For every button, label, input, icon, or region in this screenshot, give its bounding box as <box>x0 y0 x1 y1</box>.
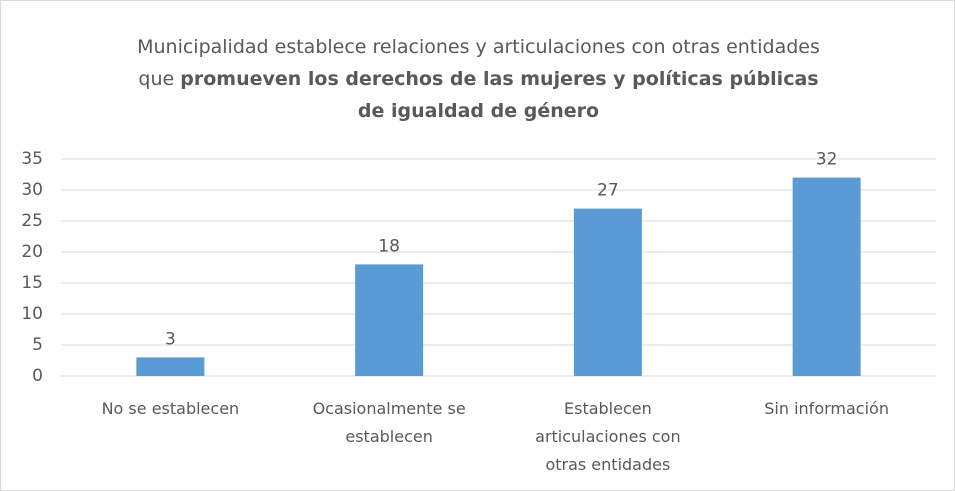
bar <box>792 177 861 376</box>
y-tick-label: 30 <box>21 180 43 200</box>
y-tick-label: 20 <box>21 242 43 262</box>
data-label: 27 <box>597 181 619 201</box>
title-bold-part: promueven los derechos de las mujeres y … <box>180 68 819 122</box>
x-tick-label: No se establecen <box>101 399 240 418</box>
title-part: Municipalidad establece relaciones y art… <box>137 36 820 90</box>
data-label: 3 <box>165 329 176 349</box>
bar <box>573 208 642 376</box>
y-tick-label: 25 <box>21 211 43 231</box>
y-tick-label: 35 <box>21 149 43 169</box>
y-tick-label: 5 <box>32 335 43 355</box>
y-tick-label: 10 <box>21 304 43 324</box>
x-tick-label: Sin información <box>764 399 889 418</box>
data-label: 32 <box>816 150 838 170</box>
y-tick-label: 15 <box>21 273 43 293</box>
x-tick-label: Ocasionalmente se establecen <box>312 399 466 446</box>
data-label: 18 <box>378 236 400 256</box>
bar <box>355 264 424 376</box>
x-tick-label: Establecen articulaciones con otras enti… <box>535 399 681 474</box>
bar <box>136 357 205 376</box>
chart-title: Municipalidad establece relaciones y art… <box>131 31 826 127</box>
y-tick-label: 0 <box>32 366 43 386</box>
